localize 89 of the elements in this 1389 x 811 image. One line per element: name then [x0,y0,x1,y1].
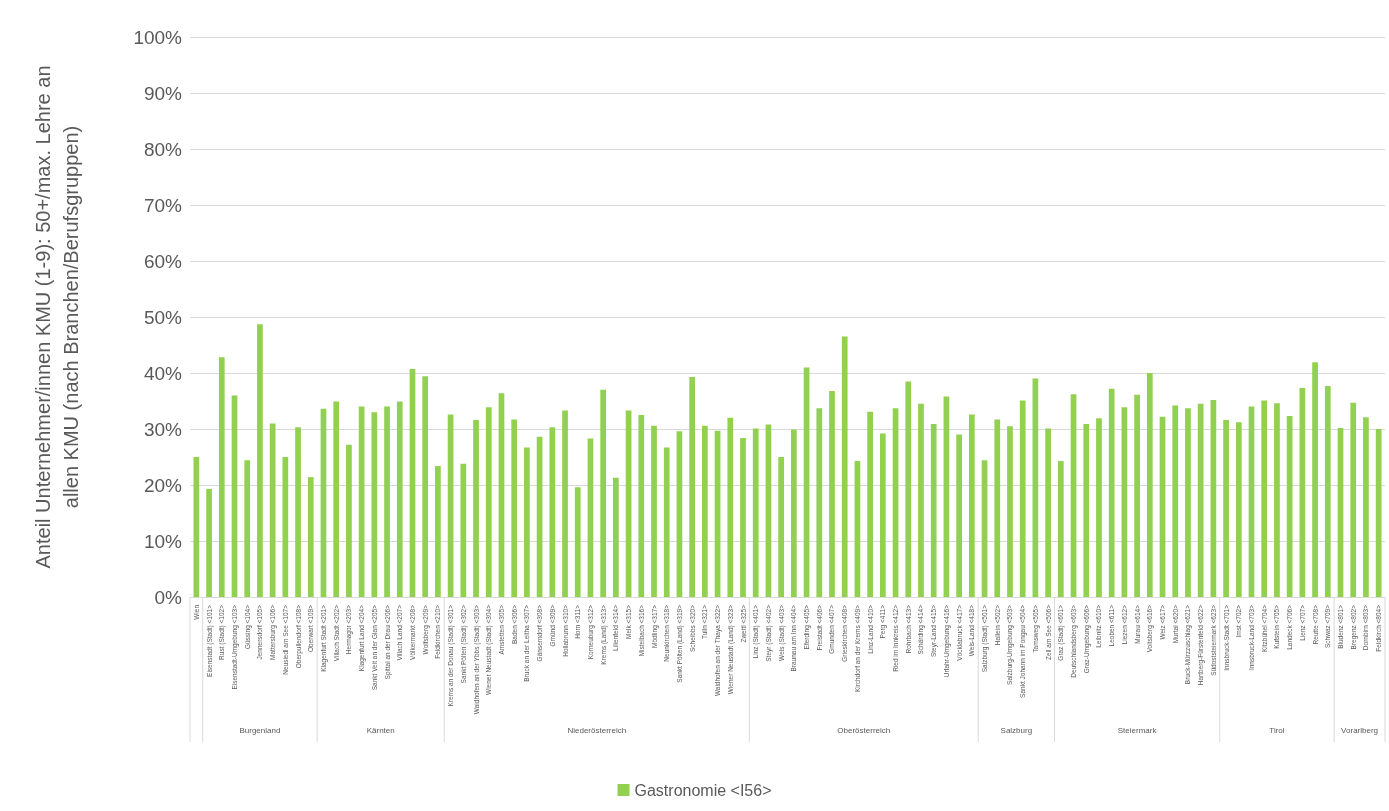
text: Steiermark [1117,725,1158,735]
bar [257,324,263,597]
bar [333,401,340,597]
bar [956,434,962,597]
y-tick-label: 30% [143,418,183,440]
bar [371,412,378,597]
bar [574,487,581,597]
y-tick-label: 100% [133,26,183,48]
bar [1235,422,1242,597]
bar [485,407,492,597]
bar [1007,426,1013,597]
text: Salzburg [1000,725,1033,735]
bar [752,428,759,597]
bar [460,463,467,597]
bar [384,406,390,597]
bar [1096,418,1102,597]
bar [829,390,835,597]
bar [218,357,225,597]
bar [1185,408,1191,597]
bar [244,460,251,597]
bar [346,444,352,597]
bar [1083,423,1090,597]
bar [879,433,886,597]
bar [791,429,797,597]
y-tick-label: 60% [143,250,183,272]
text: Vorarlberg [1341,725,1379,735]
bar [1057,460,1064,597]
bar [1363,417,1369,597]
bar [1324,385,1331,597]
bar [867,411,873,597]
y-tick-label: 70% [143,194,183,216]
bar [282,457,289,597]
bar [1146,373,1153,597]
y-tick-label: 0% [154,586,183,608]
bar [422,376,429,597]
y-tick-label: 10% [143,530,183,552]
bar [930,423,937,597]
bar [651,425,657,597]
bar [549,427,556,597]
y-tick-label: 50% [143,306,183,328]
bar [816,408,823,597]
bar [1274,403,1280,597]
bar [1286,416,1293,597]
y-tick-label: 80% [143,138,183,160]
bar [206,488,212,597]
bar [740,437,746,597]
bar [307,477,314,597]
bar [968,414,975,597]
bar [193,457,200,597]
bar [1134,394,1140,597]
bar [702,425,708,597]
bar [841,336,848,597]
bar [295,427,301,597]
text: Niederösterreich [567,725,627,735]
bar [918,403,924,597]
y-axis-title: Anteil Unternehmer/innen KMU (1-9): 50+/max. Lehre an allen KMU (nach Branchen/Berufsgruppen) [32,65,82,569]
bar [1108,388,1115,597]
text: Kärnten [366,725,395,735]
bar [600,389,607,597]
bar [435,465,441,597]
bar [1019,400,1026,597]
bar [1312,362,1318,597]
text: Tirol [1269,725,1285,735]
legend-label: Gastronomie <I56> [634,781,772,799]
y-tick-label: 90% [143,82,183,104]
bar [524,447,530,597]
bar [905,381,912,597]
bar [689,376,696,597]
bar [562,410,568,597]
bar [1350,402,1357,597]
y-tick-label: 40% [143,362,183,384]
bar [1223,420,1229,597]
bar [1045,428,1051,597]
bar [778,457,784,597]
bar [1261,400,1268,597]
bar [1172,405,1179,597]
bar [1197,403,1204,597]
bar [1375,429,1382,597]
text: Oberösterreich [837,725,891,735]
bar [638,415,645,597]
bar [473,420,479,597]
bar [396,401,403,597]
bar [663,447,670,597]
text: Burgenland [239,725,281,735]
bar [613,477,619,597]
y-tick-label: 20% [143,474,183,496]
bar [994,419,1001,597]
bar [727,417,734,597]
bar [511,419,518,597]
